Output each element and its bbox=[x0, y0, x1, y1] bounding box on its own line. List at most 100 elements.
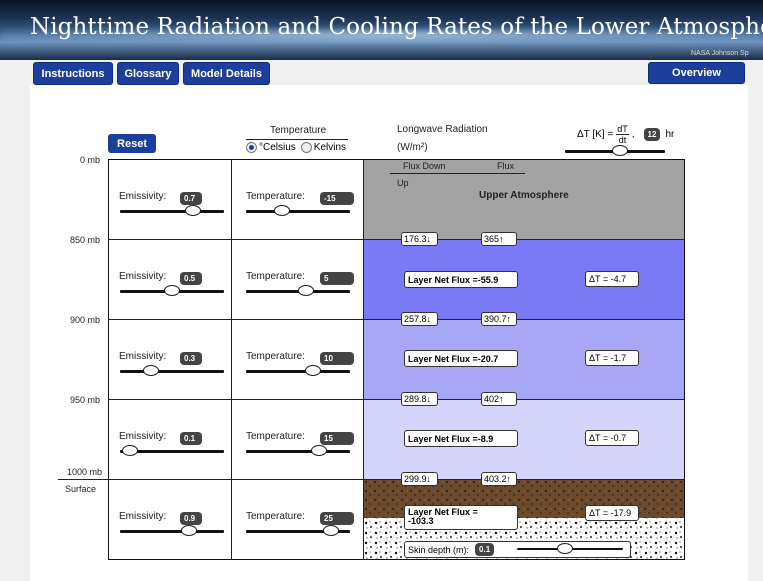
flux-down-900: 257.8 ↓ bbox=[401, 312, 438, 326]
emissivity-slider-layer-1[interactable] bbox=[120, 285, 224, 296]
longwave-header: Longwave Radiation bbox=[397, 124, 488, 135]
dt-hours-unit: hr bbox=[665, 129, 675, 140]
pressure-850: 850 mb bbox=[69, 235, 100, 245]
glossary-button[interactable]: Glossary bbox=[117, 62, 179, 85]
flux-up-850-value: 365 bbox=[484, 234, 500, 244]
flux-down-900-value: 257.8 bbox=[404, 314, 427, 324]
temperature-value-layer-1: 5 bbox=[320, 272, 354, 285]
celsius-label: °Celsius bbox=[259, 142, 296, 153]
emissivity-slider-knob-layer-3[interactable] bbox=[122, 445, 139, 456]
temperature-slider-layer-1[interactable] bbox=[246, 285, 350, 296]
up-arrow-icon: ↑ bbox=[506, 474, 512, 484]
divider-col-2 bbox=[363, 159, 364, 560]
dt-fraction-num: dT bbox=[616, 124, 629, 135]
emissivity-slider-knob-layer-4[interactable] bbox=[180, 525, 197, 536]
temperature-label-layer-2: Temperature: bbox=[246, 351, 305, 362]
dt-layer-2: ΔT = -1.7 bbox=[585, 350, 639, 366]
kelvins-radio[interactable] bbox=[300, 142, 312, 153]
emissivity-slider-knob-layer-0[interactable] bbox=[184, 205, 201, 216]
unit-radio-group: °Celsius Kelvins bbox=[246, 142, 346, 153]
net-flux-layer-3: Layer Net Flux = -8.9 bbox=[404, 430, 518, 447]
dt-fraction-den: dt bbox=[618, 135, 627, 145]
temperature-slider-layer-2[interactable] bbox=[246, 365, 350, 376]
temperature-value-layer-4: 25 bbox=[320, 512, 354, 525]
page-title: Nighttime Radiation and Cooling Rates of… bbox=[30, 14, 763, 40]
net-flux-layer-2: Layer Net Flux = -20.7 bbox=[404, 350, 518, 367]
flux-down-850-value: 176.3 bbox=[404, 234, 427, 244]
flux-up-950: 402 ↑ bbox=[481, 392, 517, 406]
emissivity-slider-layer-3[interactable] bbox=[120, 445, 224, 456]
dt-label-prefix: ΔT [K] = bbox=[577, 129, 614, 140]
emissivity-slider-knob-layer-1[interactable] bbox=[164, 285, 180, 296]
net-flux-layer-1: Layer Net Flux = -55.9 bbox=[404, 271, 518, 288]
emissivity-value-layer-4: 0.9 bbox=[180, 512, 202, 525]
skin-depth-slider-knob[interactable] bbox=[556, 543, 573, 554]
flux-header-rule bbox=[390, 173, 525, 174]
temperature-slider-layer-0[interactable] bbox=[246, 205, 350, 216]
emissivity-value-layer-3: 0.1 bbox=[180, 432, 202, 445]
up-arrow-icon: ↑ bbox=[499, 394, 504, 404]
skin-depth-slider[interactable] bbox=[517, 543, 623, 554]
flux-down-850: 176.3 ↓ bbox=[401, 232, 438, 246]
emissivity-slider-layer-4[interactable] bbox=[120, 525, 224, 536]
flux-up-950-value: 402 bbox=[484, 394, 500, 404]
temperature-label-layer-1: Temperature: bbox=[246, 271, 305, 282]
down-arrow-icon: ↓ bbox=[426, 234, 432, 244]
pressure-900: 900 mb bbox=[69, 315, 100, 325]
temperature-label-layer-0: Temperature: bbox=[246, 191, 305, 202]
emissivity-label-layer-1: Emissivity: bbox=[119, 271, 167, 282]
net-flux-prefix: Layer Net Flux = bbox=[408, 433, 478, 444]
dt-sep: , bbox=[631, 129, 635, 140]
temperature-label-layer-3: Temperature: bbox=[246, 431, 305, 442]
up-arrow-icon: ↑ bbox=[506, 314, 512, 324]
temperature-slider-layer-4[interactable] bbox=[246, 525, 350, 536]
banner-earth-glow bbox=[0, 30, 763, 40]
net-flux-layer-3-value: -8.9 bbox=[477, 433, 494, 444]
net-flux-layer-1-value: -55.9 bbox=[477, 274, 499, 285]
temperature-slider-knob-layer-4[interactable] bbox=[323, 525, 340, 536]
flux-down-header: Flux Down bbox=[403, 161, 446, 171]
flux-up-header-right: Flux bbox=[497, 161, 515, 171]
pressure-1000: 1000 mb bbox=[66, 467, 102, 477]
temperature-slider-knob-layer-3[interactable] bbox=[310, 445, 327, 456]
divider-col-1 bbox=[231, 159, 232, 560]
net-flux-surface: Layer Net Flux = -103.3 bbox=[404, 505, 518, 530]
flux-down-950-value: 289.8 bbox=[404, 394, 427, 404]
temperature-slider-knob-layer-0[interactable] bbox=[274, 205, 291, 216]
longwave-unit: (W/m²) bbox=[397, 142, 428, 153]
overview-button[interactable]: Overview bbox=[648, 62, 745, 84]
net-flux-surface-label: Layer Net Flux = bbox=[408, 507, 478, 517]
emissivity-slider-layer-0[interactable] bbox=[120, 205, 224, 216]
emissivity-slider-layer-2[interactable] bbox=[120, 365, 224, 376]
reset-button[interactable]: Reset bbox=[108, 134, 156, 153]
skin-depth-value: 0.1 bbox=[475, 543, 495, 556]
flux-down-1000: 299.9 ↓ bbox=[401, 472, 438, 486]
net-flux-prefix: Layer Net Flux = bbox=[408, 353, 478, 364]
divider-900 bbox=[108, 319, 685, 320]
celsius-radio[interactable] bbox=[246, 142, 257, 153]
instructions-button[interactable]: Instructions bbox=[33, 62, 113, 85]
net-flux-layer-2-value: -20.7 bbox=[477, 353, 499, 364]
temperature-slider-layer-3[interactable] bbox=[246, 445, 350, 456]
temperature-slider-knob-layer-1[interactable] bbox=[298, 285, 315, 296]
pressure-950: 950 mb bbox=[69, 395, 100, 405]
flux-down-950: 289.8 ↓ bbox=[401, 392, 438, 406]
emissivity-label-layer-4: Emissivity: bbox=[119, 511, 167, 522]
surface-label: Surface bbox=[64, 484, 96, 494]
emissivity-label-layer-0: Emissivity: bbox=[119, 191, 167, 202]
kelvins-label: Kelvins bbox=[313, 142, 347, 153]
timestep-slider[interactable] bbox=[565, 145, 665, 156]
model-details-button[interactable]: Model Details bbox=[183, 62, 270, 85]
flux-up-900: 390.7 ↑ bbox=[481, 312, 517, 326]
down-arrow-icon: ↓ bbox=[426, 474, 432, 484]
net-flux-prefix: Layer Net Flux = bbox=[408, 274, 478, 285]
temperature-header-rule bbox=[246, 139, 348, 140]
emissivity-label-layer-2: Emissivity: bbox=[119, 351, 167, 362]
timestep-slider-knob[interactable] bbox=[612, 145, 628, 156]
temperature-slider-knob-layer-2[interactable] bbox=[304, 365, 321, 376]
divider-1000 bbox=[108, 479, 685, 480]
emissivity-slider-knob-layer-2[interactable] bbox=[143, 365, 160, 376]
skin-depth-label: Skin depth (m): bbox=[408, 544, 470, 555]
dt-surface: ΔT = -17.9 bbox=[585, 505, 639, 521]
down-arrow-icon: ↓ bbox=[426, 314, 432, 324]
